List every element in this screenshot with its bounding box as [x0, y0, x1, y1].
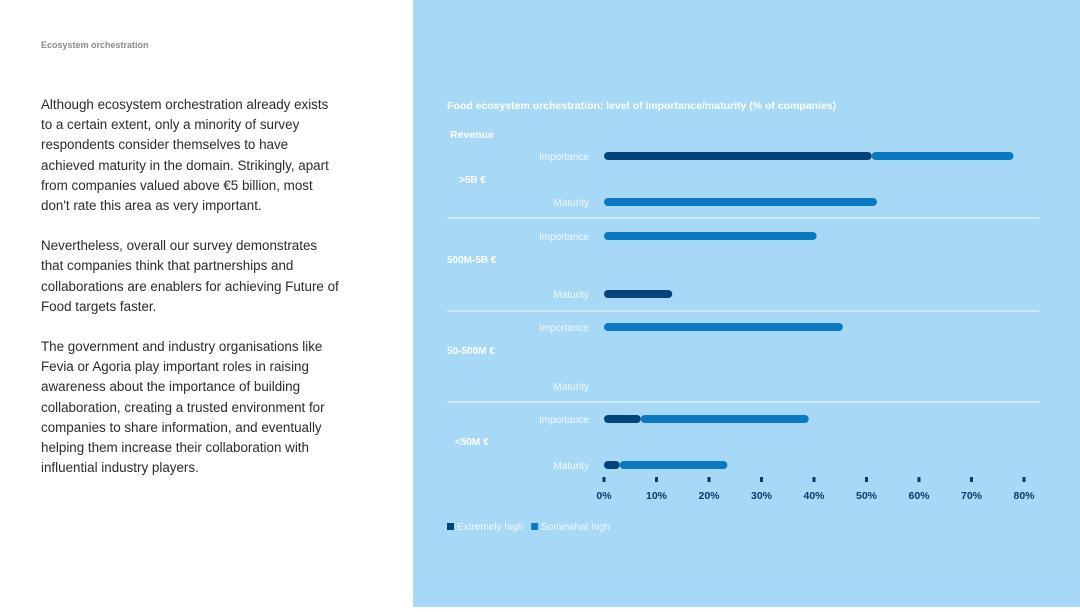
x-tick-mark [812, 477, 816, 482]
x-tick-mark [917, 477, 921, 482]
x-tick-mark [865, 477, 868, 482]
bar-extremely-high [604, 415, 641, 423]
bar-somewhat-high [604, 198, 877, 206]
group-label: 500M-5B € [447, 255, 497, 266]
x-tick-mark [1022, 477, 1026, 482]
bar-category-label: Maturity [553, 461, 589, 472]
x-tick-label: 80% [1013, 490, 1035, 502]
bar-somewhat-high [871, 152, 1014, 160]
legend-swatch-somewhat-high [531, 523, 539, 530]
x-tick-label: 30% [751, 490, 773, 502]
x-tick-mark [707, 477, 711, 482]
bar-extremely-high [604, 290, 673, 298]
group-label: <50M € [455, 437, 489, 448]
bar-category-label: Maturity [553, 290, 589, 301]
bar-category-label: Importance [539, 415, 589, 426]
x-tick-mark [970, 477, 973, 482]
bar-extremely-high [604, 461, 620, 469]
bar-somewhat-high [604, 232, 817, 240]
bar-category-label: Importance [539, 152, 589, 163]
bar-extremely-high [604, 152, 872, 160]
group-label: 50-500M € [447, 346, 495, 357]
paragraph-2: Nevertheless, overall our survey demonst… [41, 238, 339, 314]
group-label: >5B € [459, 175, 486, 186]
bar-category-label: Maturity [553, 198, 589, 209]
chart-title: Food ecosystem orchestration: level of i… [447, 100, 836, 112]
bar-category-label: Importance [539, 323, 589, 334]
chart-panel: Food ecosystem orchestration: level of i… [413, 0, 1080, 607]
section-label: Ecosystem orchestration [41, 40, 149, 50]
bar-somewhat-high [619, 461, 728, 469]
x-tick-label: 0% [596, 490, 612, 502]
group-axis-label: Revenue [450, 129, 494, 141]
x-tick-label: 70% [961, 490, 983, 502]
x-tick-label: 40% [803, 490, 825, 502]
bar-somewhat-high [604, 323, 843, 331]
x-tick-label: 10% [646, 490, 668, 502]
paragraph-3: The government and industry organisation… [41, 339, 325, 476]
bar-category-label: Importance [539, 232, 589, 243]
x-tick-label: 60% [908, 490, 930, 502]
body-text: Although ecosystem orchestration already… [41, 95, 341, 498]
x-tick-mark [760, 477, 763, 482]
chart: Food ecosystem orchestration: level of i… [447, 100, 1039, 533]
bar-somewhat-high [640, 415, 809, 423]
legend-swatch-extremely-high [447, 523, 454, 530]
x-tick-label: 20% [698, 490, 720, 502]
paragraph-1: Although ecosystem orchestration already… [41, 97, 329, 214]
x-tick-mark [602, 477, 606, 482]
legend-label: Somewhat high [541, 522, 610, 533]
x-tick-label: 50% [856, 490, 878, 502]
x-tick-mark [655, 477, 658, 482]
bar-category-label: Maturity [553, 382, 589, 393]
legend-label: Extremely high [457, 522, 523, 533]
text-panel: Ecosystem orchestration Although ecosyst… [0, 0, 413, 607]
